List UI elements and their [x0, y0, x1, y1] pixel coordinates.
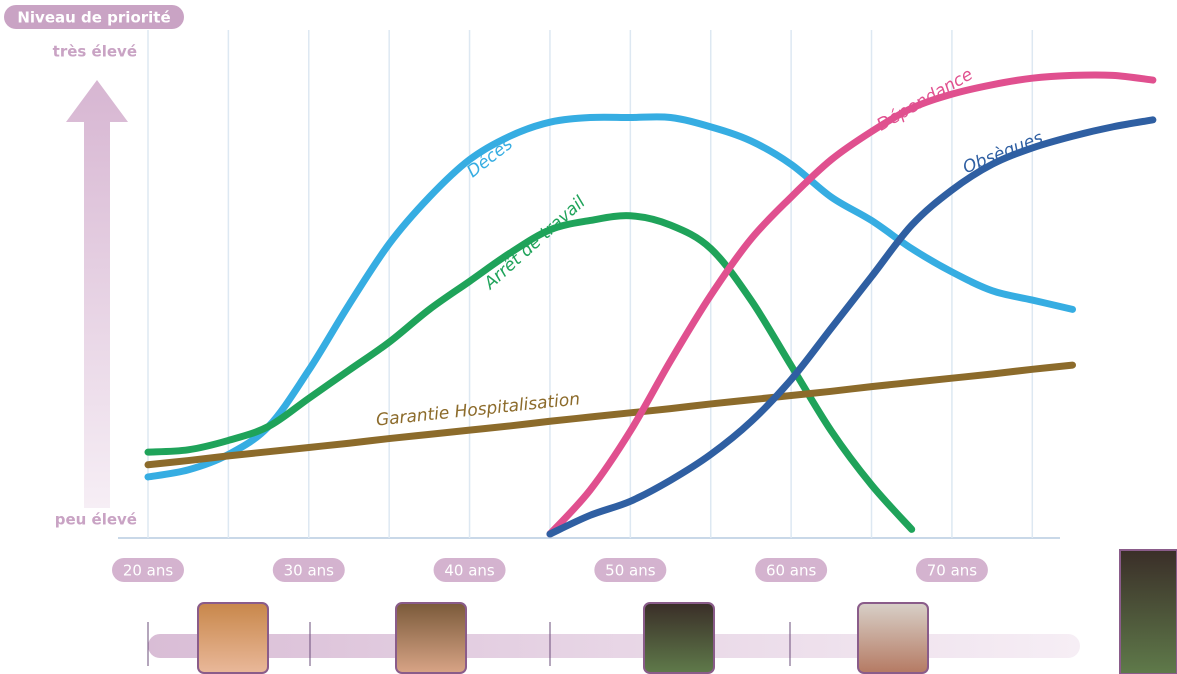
- series-line: [546, 116, 1157, 538]
- x-tick-pill: [755, 558, 828, 582]
- y-axis-label: Niveau de priorité: [4, 5, 184, 29]
- y-tick-label: peu élevé: [55, 511, 137, 529]
- x-tick-label: 20 ans: [123, 562, 174, 580]
- x-tick-pill: [915, 558, 988, 582]
- x-tick-pill: [594, 558, 667, 582]
- series-line: [144, 212, 916, 533]
- y-axis-label-pill: [4, 5, 184, 29]
- timeline: [147, 549, 1177, 674]
- priority-arrow: [66, 80, 128, 508]
- x-tick-pill: [272, 558, 345, 582]
- portrait: [857, 602, 929, 674]
- portrait: [395, 602, 467, 674]
- x-tick-label: 50 ans: [605, 562, 656, 580]
- y-tick-label: très élevé: [53, 43, 137, 61]
- x-tick-label: 40 ans: [444, 562, 495, 580]
- portrait: [643, 602, 715, 674]
- x-tick-label: 60 ans: [766, 562, 817, 580]
- arrow-shape: [66, 80, 128, 508]
- y-axis-label-text: Niveau de priorité: [17, 9, 170, 27]
- x-tick-label: 70 ans: [927, 562, 978, 580]
- x-tick-label: 30 ans: [284, 562, 335, 580]
- series-line: [546, 71, 1157, 538]
- series-label: Dépendance: [874, 64, 977, 135]
- series-label: Obsèques: [960, 128, 1046, 178]
- timeline-bar: [148, 634, 1080, 658]
- series-line: [144, 361, 1076, 469]
- series-label: Arrêt de travail: [480, 192, 590, 294]
- series-line: [144, 113, 1076, 481]
- portrait: [197, 602, 269, 674]
- portrait: [1119, 549, 1177, 674]
- x-tick-pill: [112, 558, 184, 582]
- x-tick-pill: [433, 558, 506, 582]
